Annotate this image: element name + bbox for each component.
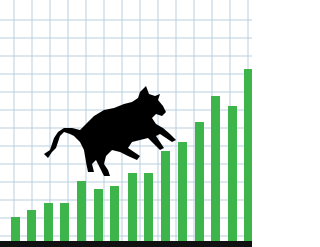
bar [144, 173, 153, 241]
bull [44, 86, 176, 176]
illustration [0, 0, 252, 247]
bar [128, 173, 137, 241]
bar [11, 217, 20, 241]
bar [60, 203, 69, 241]
bar [178, 142, 187, 241]
bar [228, 106, 237, 241]
bar [244, 69, 252, 241]
bar [27, 210, 36, 241]
bar [44, 203, 53, 241]
bar [110, 186, 119, 241]
baseline [0, 241, 252, 247]
bar [94, 189, 103, 241]
bar [195, 122, 204, 241]
bar [211, 96, 220, 241]
bar [161, 151, 170, 241]
page [0, 0, 252, 247]
bar [77, 181, 86, 241]
